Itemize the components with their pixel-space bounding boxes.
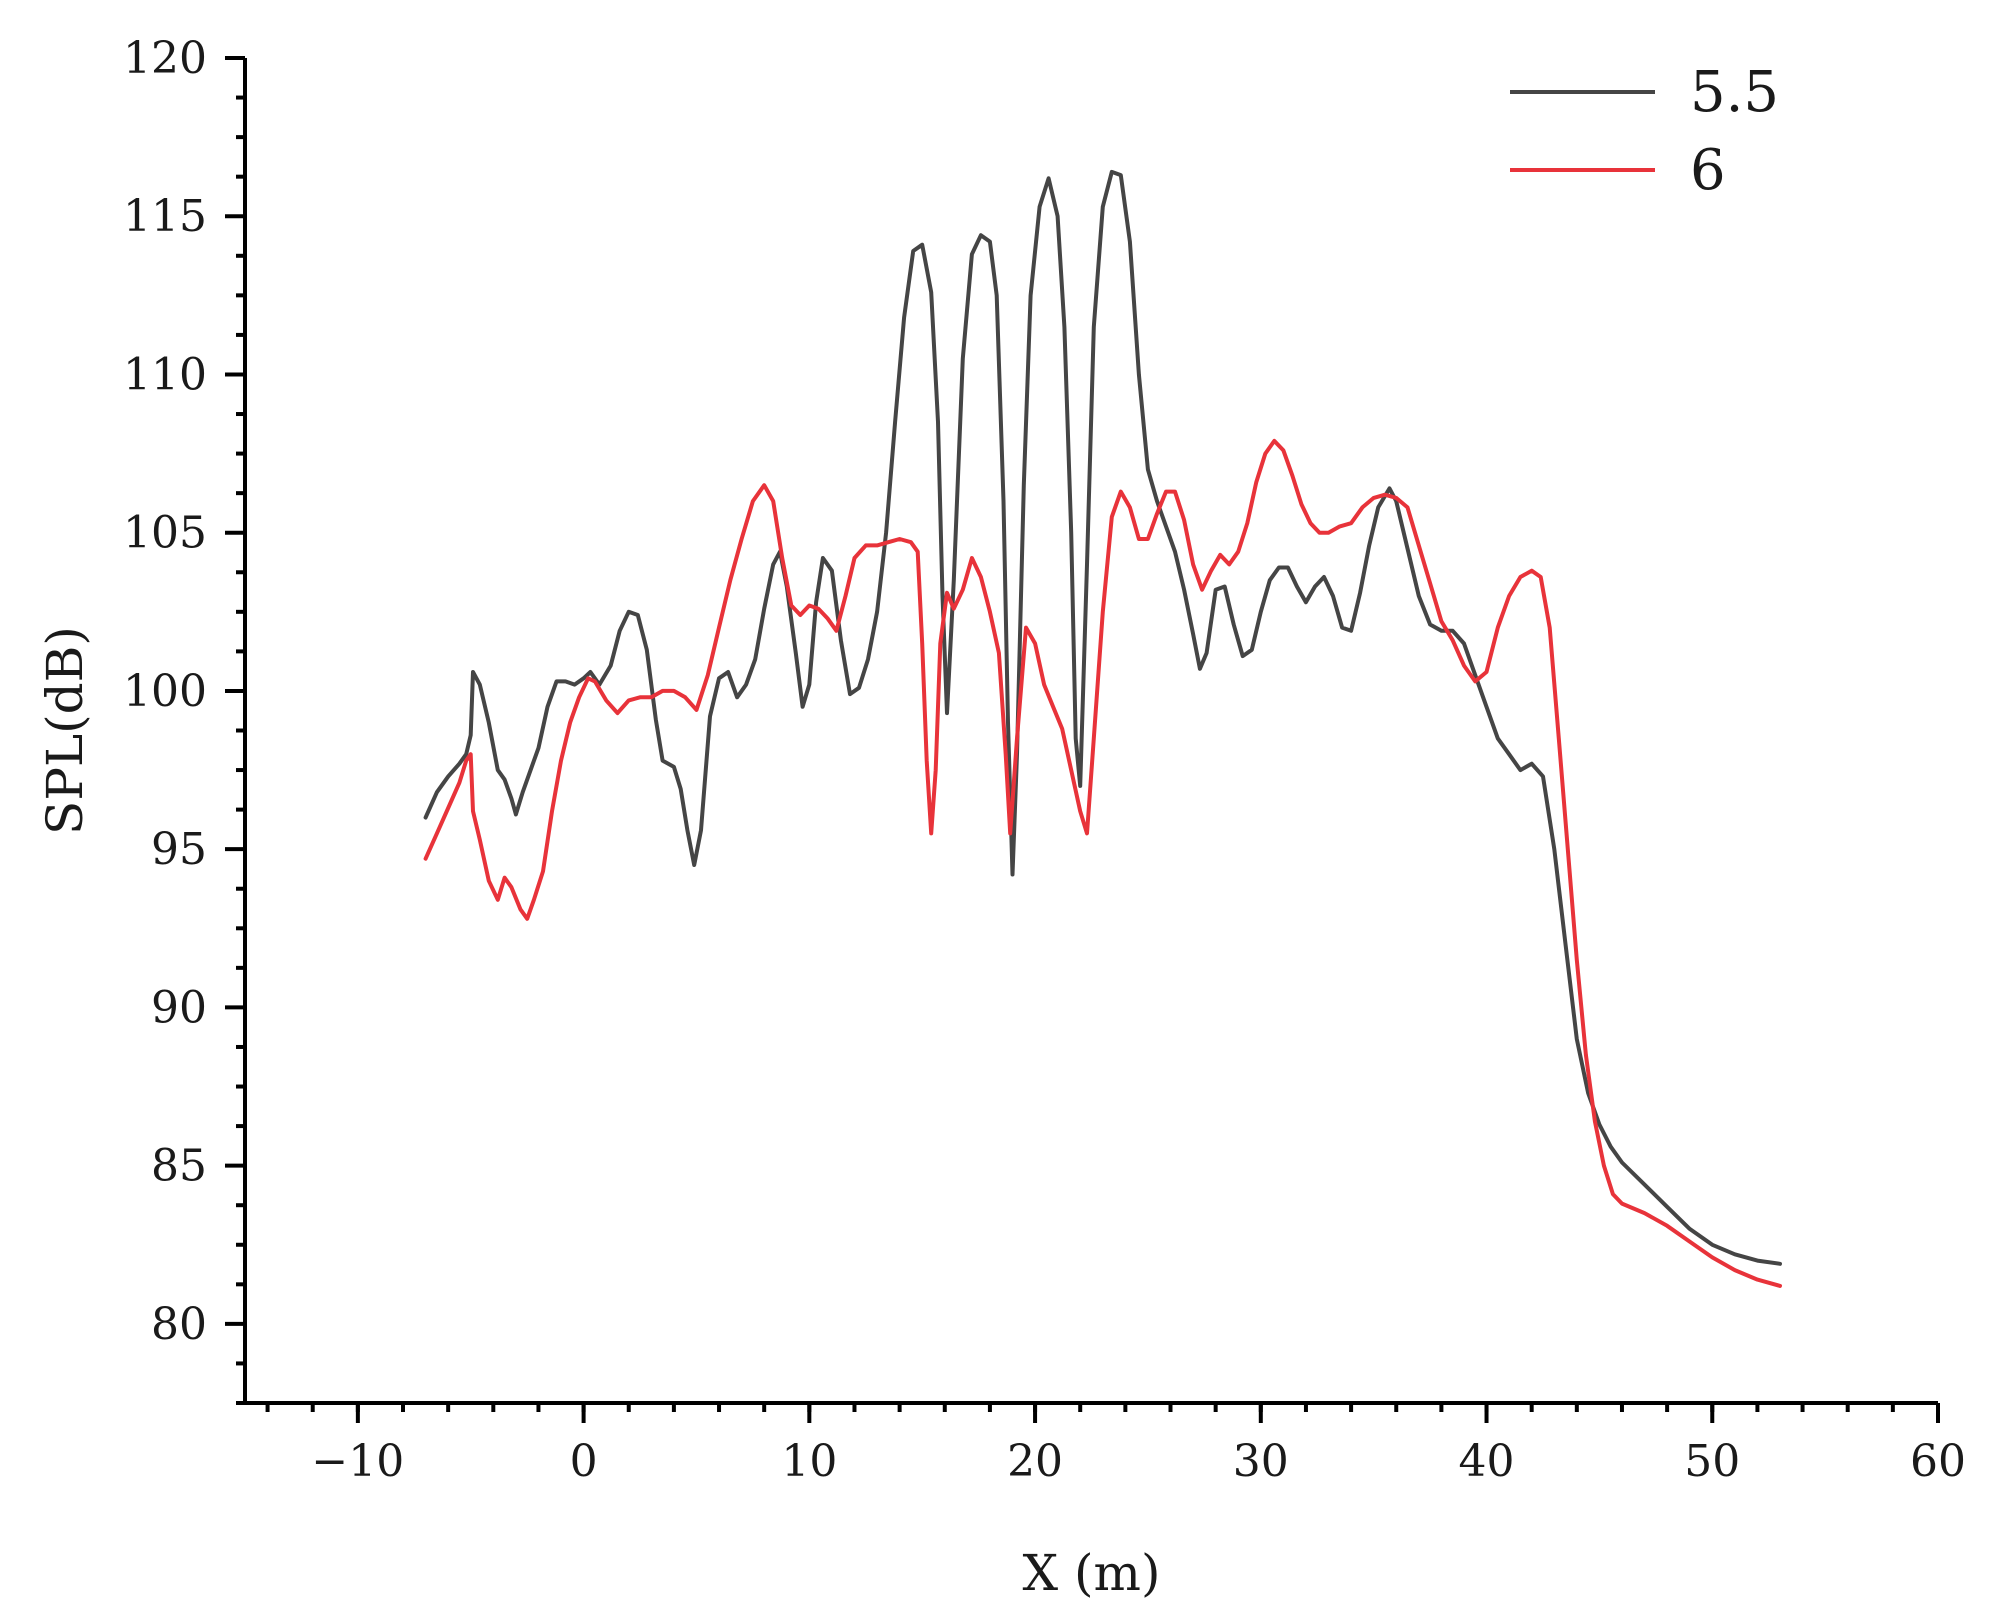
y-tick-label: 80 (151, 1299, 207, 1350)
y-tick-label: 85 (151, 1141, 207, 1192)
y-tick-label: 100 (123, 666, 207, 717)
x-tick-label: 0 (570, 1436, 598, 1487)
y-tick-label: 90 (151, 982, 207, 1033)
y-tick-label: 115 (123, 191, 207, 242)
series-layer (423, 169, 1782, 1288)
x-tick-label: 30 (1233, 1436, 1289, 1487)
y-axis-title: SPL(dB) (36, 626, 94, 835)
y-tick-label: 105 (123, 508, 207, 559)
legend: 5.56 (1510, 60, 1779, 203)
series-line-2 (423, 438, 1782, 1288)
x-tick-label: 60 (1910, 1436, 1966, 1487)
x-tick-label: 50 (1684, 1436, 1740, 1487)
x-tick-label: 20 (1007, 1436, 1063, 1487)
series-line-1 (423, 169, 1782, 1266)
x-tick-label: 40 (1459, 1436, 1515, 1487)
x-axis-title: X (m) (1023, 1544, 1161, 1602)
x-tick-label: 10 (781, 1436, 837, 1487)
y-tick-label: 95 (151, 824, 207, 875)
legend-label-1: 5.5 (1690, 60, 1779, 125)
axes-layer: −10 0 10 20 30 40 50 60 80 85 90 95 100 105 110 115 120 X… (36, 33, 1966, 1602)
y-tick-label: 120 (123, 33, 207, 84)
y-tick-label: 110 (123, 349, 207, 400)
x-tick-label: −10 (311, 1436, 404, 1487)
legend-label-2: 6 (1690, 138, 1726, 203)
